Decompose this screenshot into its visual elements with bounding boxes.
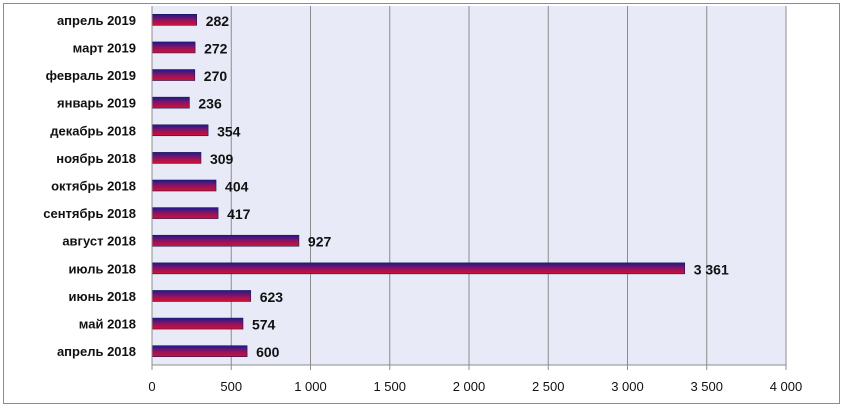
value-label: 3 361 — [694, 261, 729, 277]
category-label: февраль 2019 — [46, 68, 136, 83]
value-label: 600 — [256, 344, 280, 360]
category-label: июнь 2018 — [69, 289, 136, 304]
value-labels: 282 272 270 236 354 309 404 417 927 3 361 623 574 60… — [198, 13, 729, 360]
value-label: 272 — [204, 40, 228, 56]
bar — [151, 179, 217, 192]
bar — [151, 41, 196, 54]
value-label: 574 — [252, 317, 276, 333]
category-label: август 2018 — [62, 234, 136, 249]
bar — [151, 124, 209, 137]
x-tick-label: 1 500 — [373, 379, 406, 394]
bar — [151, 152, 202, 164]
x-tick-label: 1 000 — [294, 379, 327, 394]
value-label: 309 — [210, 151, 234, 167]
value-label: 927 — [308, 234, 332, 250]
bar — [151, 317, 244, 330]
x-tick-label: 2 500 — [532, 379, 565, 394]
category-label: декабрь 2018 — [50, 123, 136, 138]
value-label: 236 — [198, 96, 222, 112]
x-tick-label: 3 500 — [690, 379, 723, 394]
category-label: сентябрь 2018 — [43, 206, 136, 221]
x-tick-label: 3 000 — [611, 379, 644, 394]
bar — [151, 262, 686, 275]
value-label: 282 — [206, 13, 230, 29]
value-label: 270 — [204, 68, 228, 84]
category-label: январь 2019 — [57, 96, 136, 111]
category-label: апрель 2018 — [57, 344, 136, 359]
bar — [151, 207, 219, 219]
value-label: 417 — [227, 206, 251, 222]
category-label: май 2018 — [79, 317, 136, 332]
bar — [151, 234, 300, 247]
bar — [151, 69, 196, 81]
x-tick-label: 2 000 — [453, 379, 486, 394]
bar — [151, 345, 248, 357]
category-labels: апрель 2019 март 2019 февраль 2019 январь 2… — [43, 13, 136, 359]
x-tick-label: 500 — [220, 379, 242, 394]
bar — [151, 14, 197, 26]
value-label: 623 — [260, 289, 284, 305]
category-label: март 2019 — [73, 40, 136, 55]
category-label: июль 2018 — [68, 261, 136, 276]
x-tick-label: 4 000 — [770, 379, 803, 394]
bars — [151, 14, 686, 357]
value-label: 404 — [225, 179, 249, 195]
x-axis-ticks: 0 500 1 000 1 500 2 000 2 500 3 000 3 500 4 000 — [148, 6, 802, 394]
category-label: октябрь 2018 — [51, 179, 136, 194]
category-label: ноябрь 2018 — [56, 151, 136, 166]
category-label: апрель 2019 — [57, 13, 136, 28]
value-label: 354 — [217, 123, 241, 139]
grid-lines — [151, 6, 787, 365]
bar — [151, 290, 252, 302]
x-tick-label: 0 — [148, 379, 155, 394]
bar — [151, 96, 190, 109]
